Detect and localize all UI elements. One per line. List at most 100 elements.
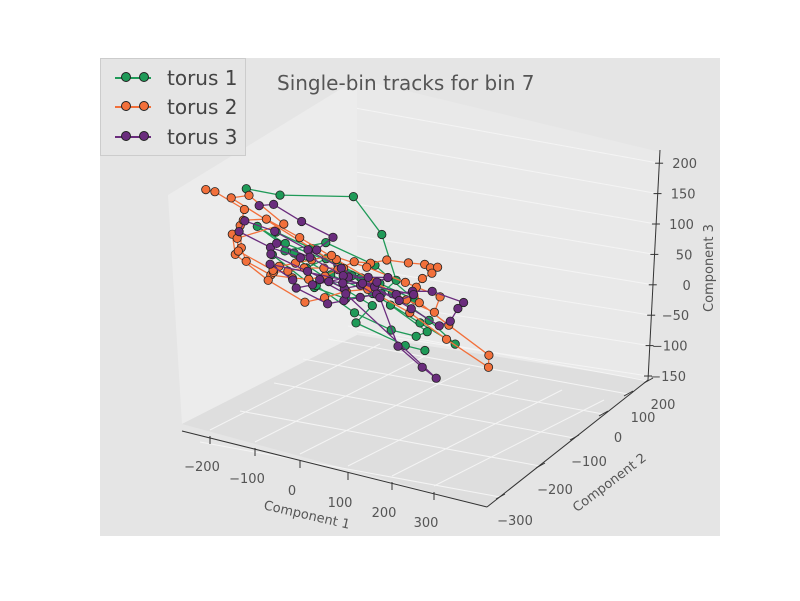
legend-label: torus 1 xyxy=(167,66,238,90)
x-tick-label: 200 xyxy=(372,506,397,521)
data-point xyxy=(422,327,432,337)
x-tick-label: 0 xyxy=(288,484,296,499)
data-point xyxy=(434,321,444,331)
data-point xyxy=(322,299,333,309)
data-point xyxy=(417,273,427,284)
data-point xyxy=(357,278,368,288)
x-grid-line xyxy=(433,399,605,487)
data-point xyxy=(355,292,365,302)
data-point xyxy=(349,308,360,318)
data-point xyxy=(263,275,273,285)
data-point xyxy=(268,199,279,209)
legend-label: torus 2 xyxy=(167,95,238,119)
z-grid-line xyxy=(356,107,660,164)
data-point xyxy=(279,219,289,229)
data-point xyxy=(408,289,419,300)
data-point xyxy=(233,246,243,256)
x-axis-line xyxy=(181,430,488,508)
z-tick-label: 0 xyxy=(682,279,690,294)
y-grid-line xyxy=(327,338,629,395)
data-point xyxy=(417,362,427,372)
series-layer xyxy=(201,184,494,383)
data-point xyxy=(307,280,318,290)
data-point xyxy=(483,362,494,372)
x-grid-line xyxy=(299,367,471,455)
grid-lines xyxy=(199,107,660,498)
data-point xyxy=(427,268,437,278)
data-point xyxy=(240,216,250,226)
x-tick-label: −100 xyxy=(229,472,265,487)
data-point xyxy=(324,276,334,287)
data-point xyxy=(351,318,361,328)
legend-label: torus 3 xyxy=(167,125,238,149)
y-grid-line xyxy=(302,358,604,415)
data-point xyxy=(414,298,424,308)
y-tick-label: 200 xyxy=(651,398,676,413)
data-point xyxy=(265,259,275,269)
data-point xyxy=(300,297,310,307)
data-point xyxy=(432,262,443,272)
y-tick-label: −300 xyxy=(497,514,533,529)
data-point xyxy=(484,350,494,360)
data-point xyxy=(400,277,410,287)
z-tick-label: 150 xyxy=(671,188,696,203)
data-point xyxy=(288,275,298,285)
x-tick-label: 100 xyxy=(328,496,353,511)
data-point xyxy=(394,295,404,306)
data-point xyxy=(403,258,413,268)
z-grid-line xyxy=(356,267,652,316)
y-tick xyxy=(569,434,580,441)
y-tick-label: 100 xyxy=(631,411,656,426)
data-point xyxy=(458,297,469,308)
x-tick-label: 300 xyxy=(414,516,439,531)
y-tick xyxy=(495,493,506,500)
y-tick xyxy=(535,462,546,469)
data-point xyxy=(226,193,236,203)
data-point xyxy=(367,300,377,311)
z-tick-label: −50 xyxy=(662,309,689,324)
legend-marker xyxy=(111,100,155,114)
legend-marker xyxy=(111,130,155,144)
data-point xyxy=(315,274,325,285)
data-point xyxy=(393,341,403,351)
data-point xyxy=(349,257,359,267)
data-point xyxy=(406,304,416,314)
data-point xyxy=(312,245,322,255)
data-point xyxy=(261,214,271,224)
y-tick xyxy=(598,410,609,417)
y-grid-line xyxy=(273,382,575,439)
data-point xyxy=(302,266,313,276)
y-tick-label: −100 xyxy=(571,455,607,470)
data-point xyxy=(338,278,348,288)
data-point xyxy=(295,233,305,243)
data-point xyxy=(254,201,264,211)
y-tick-label: −200 xyxy=(537,483,573,498)
data-point xyxy=(453,303,463,314)
data-point xyxy=(271,238,282,248)
x-grid-line xyxy=(347,379,519,467)
data-point xyxy=(372,277,382,287)
x-tick-label: −200 xyxy=(184,460,220,475)
y-tick-label: 0 xyxy=(614,431,622,446)
data-point xyxy=(239,204,249,215)
z-axis-label: Component 3 xyxy=(702,224,717,312)
data-point xyxy=(377,229,387,240)
data-point xyxy=(291,283,301,293)
data-point xyxy=(270,226,280,236)
data-point xyxy=(375,292,385,303)
data-point xyxy=(201,185,211,195)
data-point xyxy=(305,252,315,262)
data-point xyxy=(275,190,285,200)
data-point xyxy=(295,253,305,263)
chart-title: Single-bin tracks for bin 7 xyxy=(277,71,535,95)
data-point xyxy=(266,249,276,259)
data-point xyxy=(441,334,452,344)
legend-item-torus-3: torus 3 xyxy=(111,123,237,151)
y-tick xyxy=(623,390,634,397)
data-point xyxy=(210,187,220,197)
data-point xyxy=(431,373,441,383)
y-grid-line xyxy=(199,441,501,498)
x-grid-line xyxy=(254,355,426,443)
